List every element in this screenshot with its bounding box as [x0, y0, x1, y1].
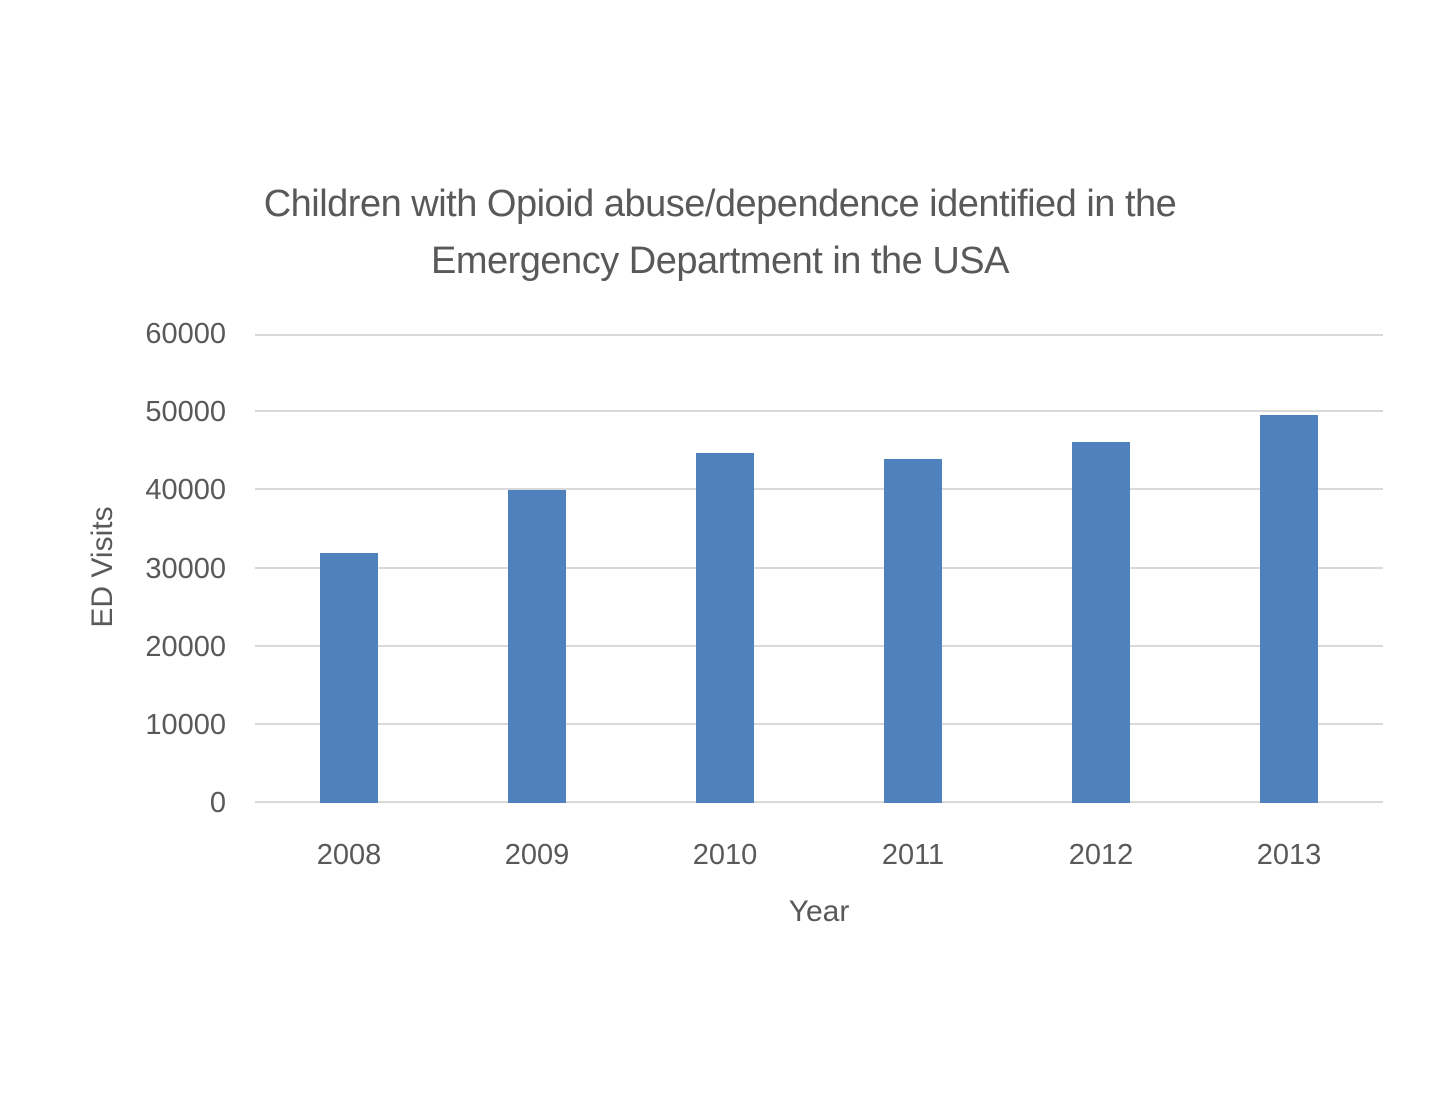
- gridline-10000: [255, 722, 1383, 725]
- y-tick-label-30000: 30000: [145, 552, 226, 585]
- y-tick-label-50000: 50000: [145, 396, 226, 429]
- gridline-40000: [255, 488, 1383, 491]
- x-tick-label-2012: 2012: [1068, 839, 1134, 871]
- gridline-30000: [255, 566, 1383, 569]
- chart-title-line-2: Emergency Department in the USA: [431, 240, 1010, 282]
- bar-2013: [1260, 415, 1318, 803]
- plot-area: [255, 334, 1383, 803]
- bar-2012: [1072, 441, 1130, 803]
- chart-title-line-1: Children with Opioid abuse/dependence id…: [263, 183, 1177, 225]
- y-tick-label-20000: 20000: [145, 630, 226, 663]
- x-axis-title: Year: [788, 895, 850, 928]
- y-tick-label-40000: 40000: [145, 474, 226, 507]
- x-tick-label-2010: 2010: [692, 839, 758, 871]
- x-tick-label-2013: 2013: [1256, 839, 1322, 871]
- bar-2008: [320, 552, 378, 803]
- bar-2009: [508, 489, 566, 803]
- x-tick-label-2008: 2008: [316, 839, 382, 871]
- gridline-50000: [255, 410, 1383, 413]
- x-tick-label-2011: 2011: [881, 839, 945, 871]
- bar-2010: [696, 452, 754, 803]
- x-tick-label-2009: 2009: [504, 839, 570, 871]
- y-tick-label-10000: 10000: [145, 708, 226, 741]
- gridline-60000: [255, 334, 1383, 336]
- x-axis-line: [255, 801, 1383, 803]
- chart-title: Children with Opioid abuse/dependence id…: [0, 176, 1440, 290]
- gridline-20000: [255, 644, 1383, 647]
- y-tick-label-60000: 60000: [145, 318, 226, 350]
- y-tick-label-0: 0: [209, 787, 226, 819]
- bar-2011: [884, 459, 942, 803]
